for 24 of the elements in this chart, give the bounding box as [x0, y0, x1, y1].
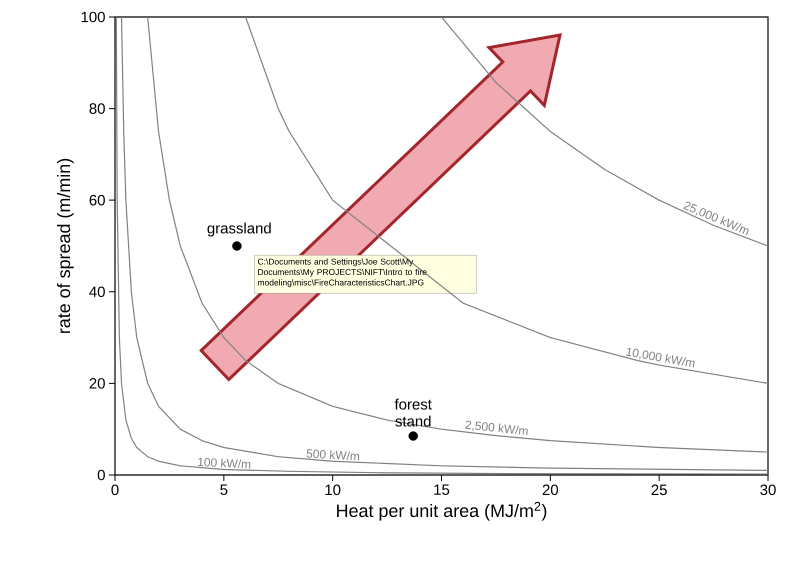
text: 2,500 kW/m — [465, 420, 528, 436]
x-tick-label: 5 — [220, 484, 228, 495]
series-label: 100 kW/m — [198, 458, 250, 468]
series-label: 500 kW/m — [306, 449, 360, 460]
y-tick-label: 40 — [89, 286, 105, 298]
x-tick-label: 30 — [760, 484, 776, 496]
y-tick-label: 60 — [90, 194, 105, 206]
x-tick-label: 10 — [326, 484, 340, 496]
x-tick-label: 0 — [111, 484, 119, 496]
x-tick-label: 15 — [434, 484, 450, 495]
y-tick-label: 20 — [90, 378, 105, 389]
y-tick-label: 100 — [82, 12, 105, 22]
x-axis-title: Heat per unit area (MJ/m$^{2}$) — [337, 502, 546, 521]
annotation: grassland — [208, 222, 271, 236]
y-tick-label: 80 — [90, 103, 105, 114]
y-axis-title: rate of spread (m/min) — [56, 158, 74, 333]
annotation: forest stand — [394, 398, 432, 427]
y-tick-label: 0 — [98, 470, 105, 480]
text: 25,000 kW/m — [683, 202, 749, 236]
line-series — [440, 16, 768, 247]
annotation: C:\Documents and Settings\Joe Scott\My Documents\My PROJECTS\NIFT\Intro to fire modeling\misc\FireCharacteristicsChart.JPG — [258, 258, 427, 288]
x-tick-label: 20 — [542, 484, 558, 496]
x-tick-label: 25 — [652, 484, 667, 496]
text: 10,000 kW/m — [626, 348, 695, 368]
